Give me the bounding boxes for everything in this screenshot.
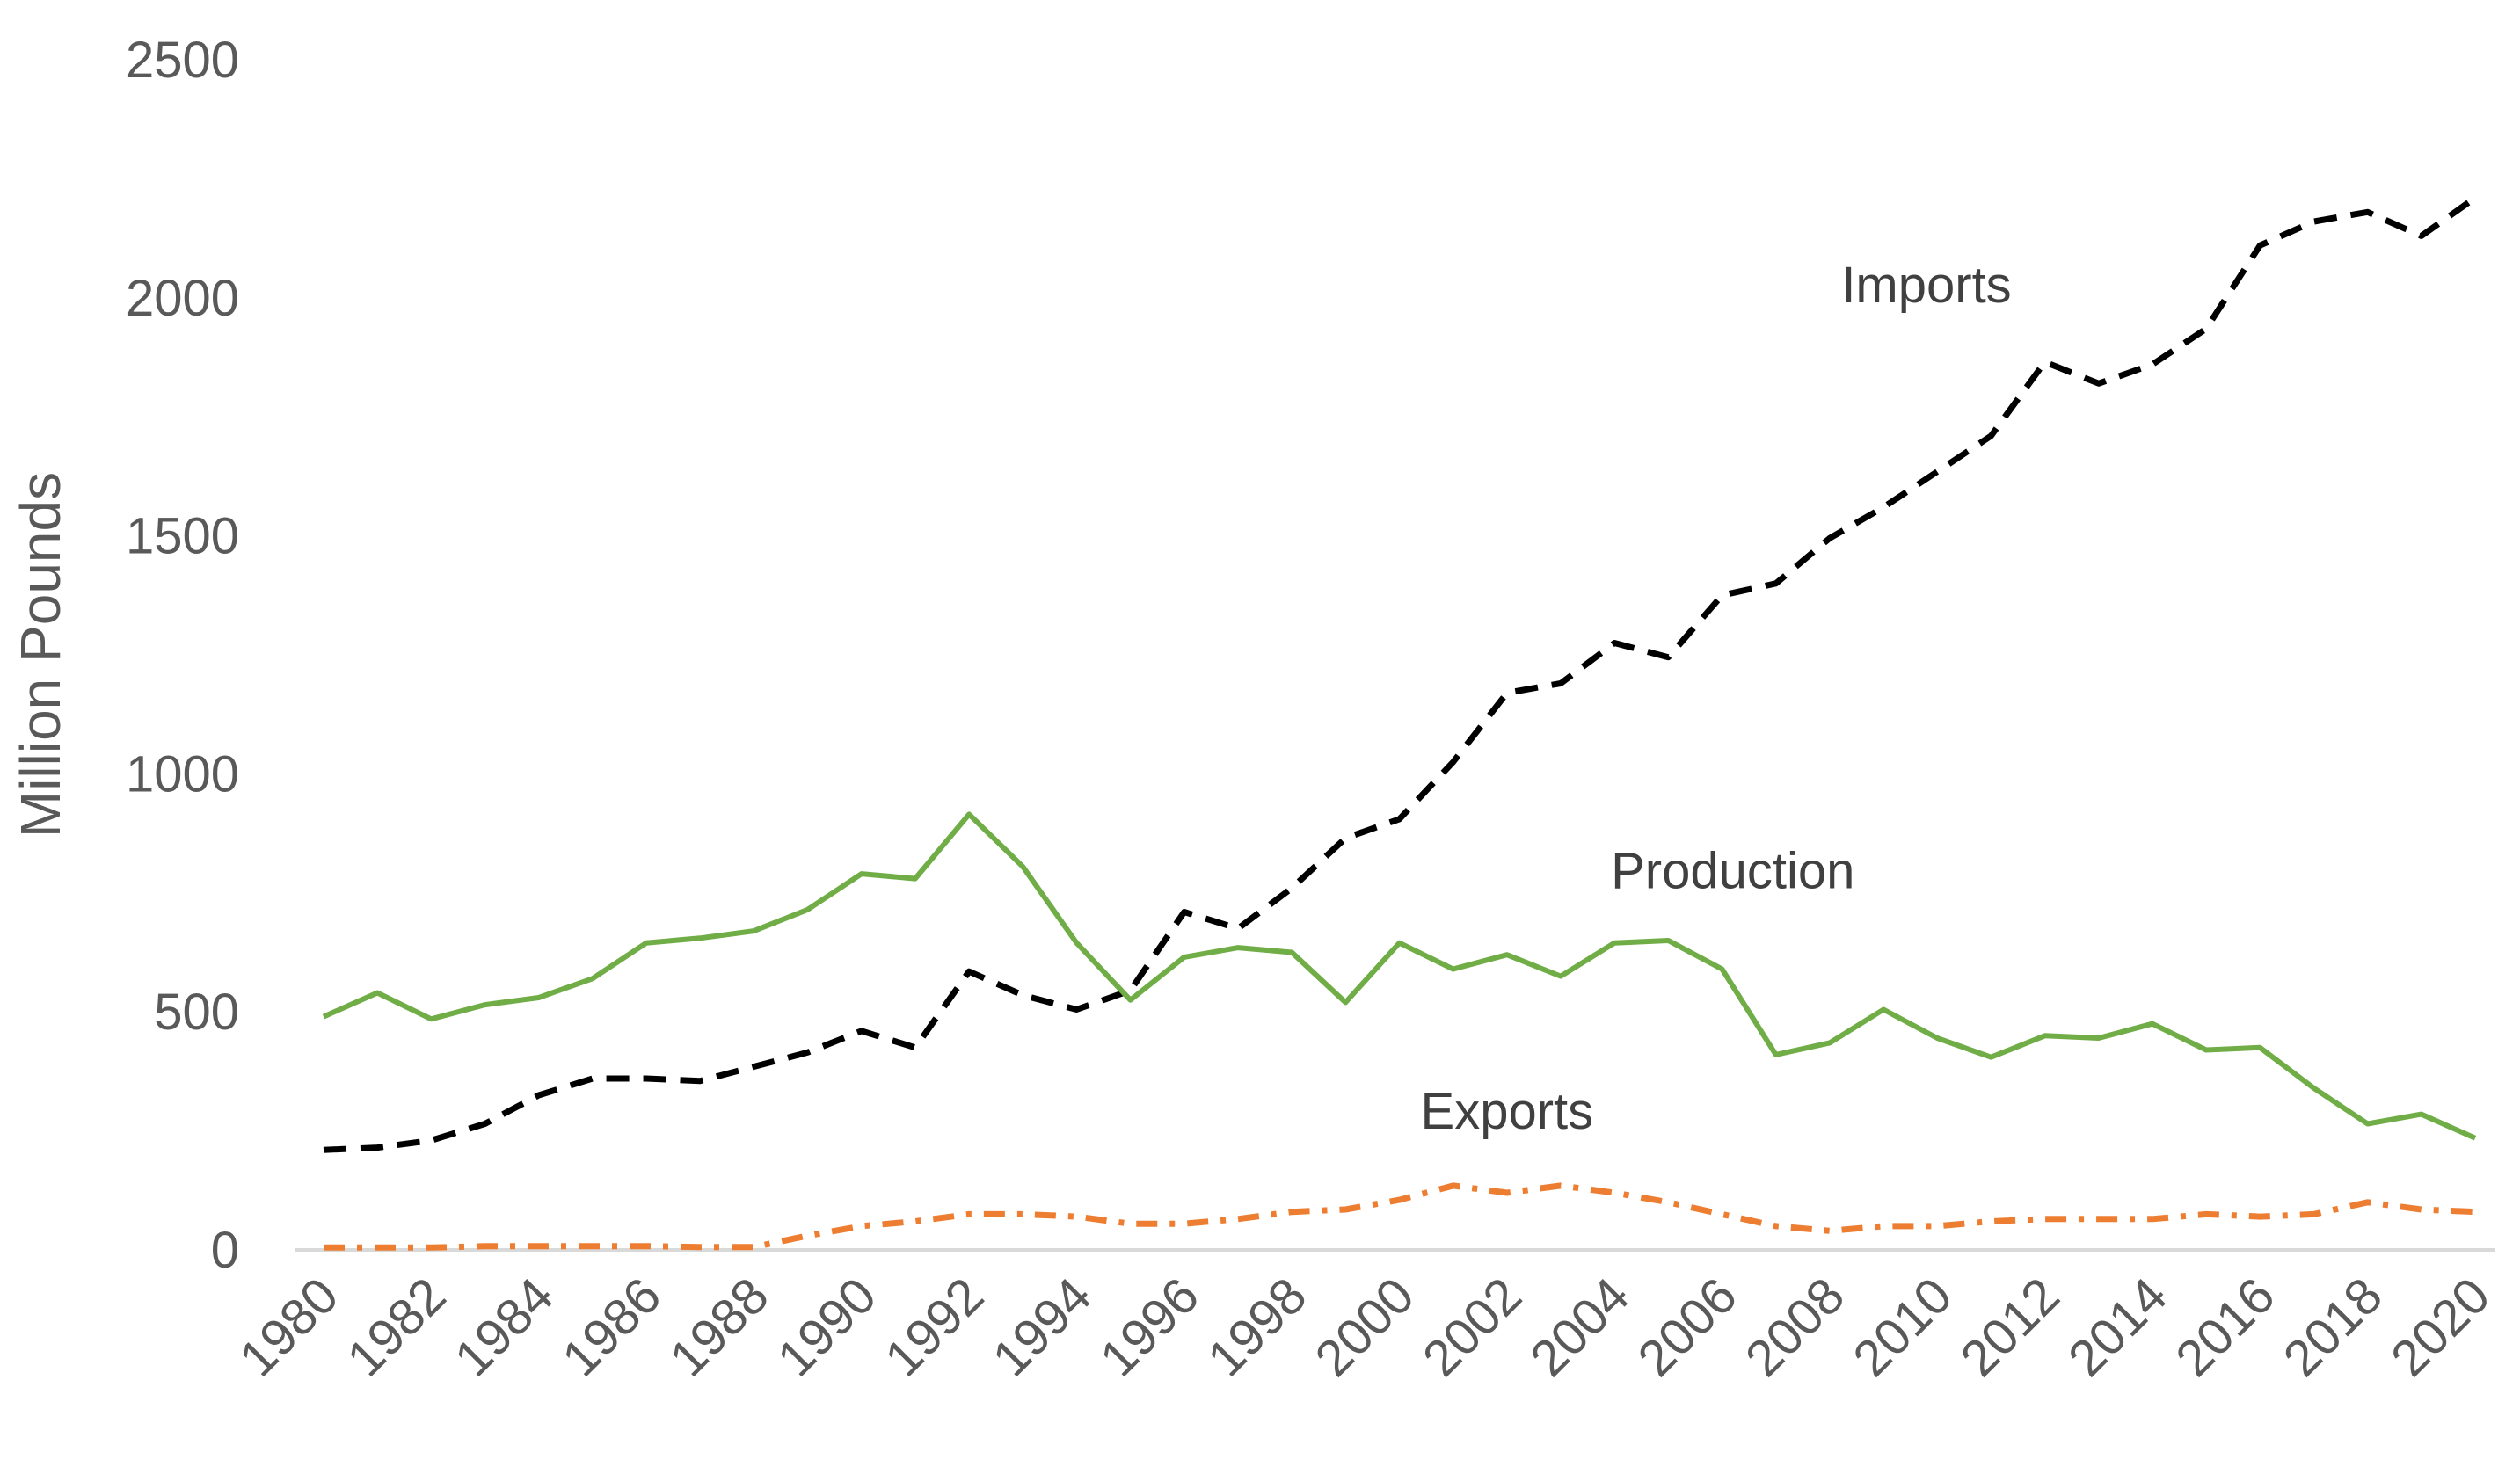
x-tick-label: 1996 (1089, 1267, 1210, 1387)
y-tick-label: 0 (211, 1222, 239, 1279)
series-line-production (322, 811, 2477, 1141)
x-tick-label: 2000 (1304, 1267, 1424, 1387)
series-label-imports: Imports (1841, 257, 2011, 314)
x-tick-label: 1988 (659, 1267, 779, 1387)
x-tick-label: 1980 (229, 1267, 349, 1387)
x-axis-ticks: 1980198219841986198819901992199419961998… (229, 1267, 2501, 1387)
x-tick-label: 1992 (874, 1267, 994, 1387)
x-tick-label: 1982 (336, 1267, 456, 1387)
x-tick-label: 1986 (551, 1267, 672, 1387)
y-tick-label: 500 (154, 984, 239, 1041)
x-tick-label: 2004 (1519, 1267, 1640, 1387)
x-tick-label: 1984 (444, 1267, 564, 1387)
x-tick-label: 2006 (1628, 1267, 1748, 1387)
x-tick-label: 2012 (1950, 1267, 2071, 1387)
y-tick-label: 2000 (126, 270, 239, 327)
x-tick-label: 2020 (2380, 1267, 2501, 1387)
x-tick-label: 2010 (1842, 1267, 1963, 1387)
y-axis-title: Million Pounds (9, 472, 72, 838)
x-tick-label: 2002 (1412, 1267, 1533, 1387)
x-tick-label: 2016 (2165, 1267, 2285, 1387)
series-label-production: Production (1611, 842, 1854, 899)
y-tick-label: 2500 (126, 32, 239, 89)
x-tick-label: 2008 (1735, 1267, 1855, 1387)
y-tick-label: 1500 (126, 508, 239, 565)
series-lines (322, 195, 2478, 1251)
series-labels: Imports Production Exports (1421, 257, 2012, 1140)
x-tick-label: 2014 (2058, 1267, 2178, 1387)
y-tick-label: 1000 (126, 745, 239, 803)
x-tick-label: 2018 (2273, 1267, 2393, 1387)
x-tick-label: 1990 (767, 1267, 887, 1387)
x-tick-label: 1994 (981, 1267, 1102, 1387)
series-line-exports (324, 1182, 2476, 1251)
y-axis-ticks: 0 500 1000 1500 2000 2500 (126, 32, 239, 1279)
series-line-imports (323, 195, 2478, 1153)
x-tick-label: 1998 (1197, 1267, 1317, 1387)
series-label-exports: Exports (1421, 1083, 1594, 1140)
